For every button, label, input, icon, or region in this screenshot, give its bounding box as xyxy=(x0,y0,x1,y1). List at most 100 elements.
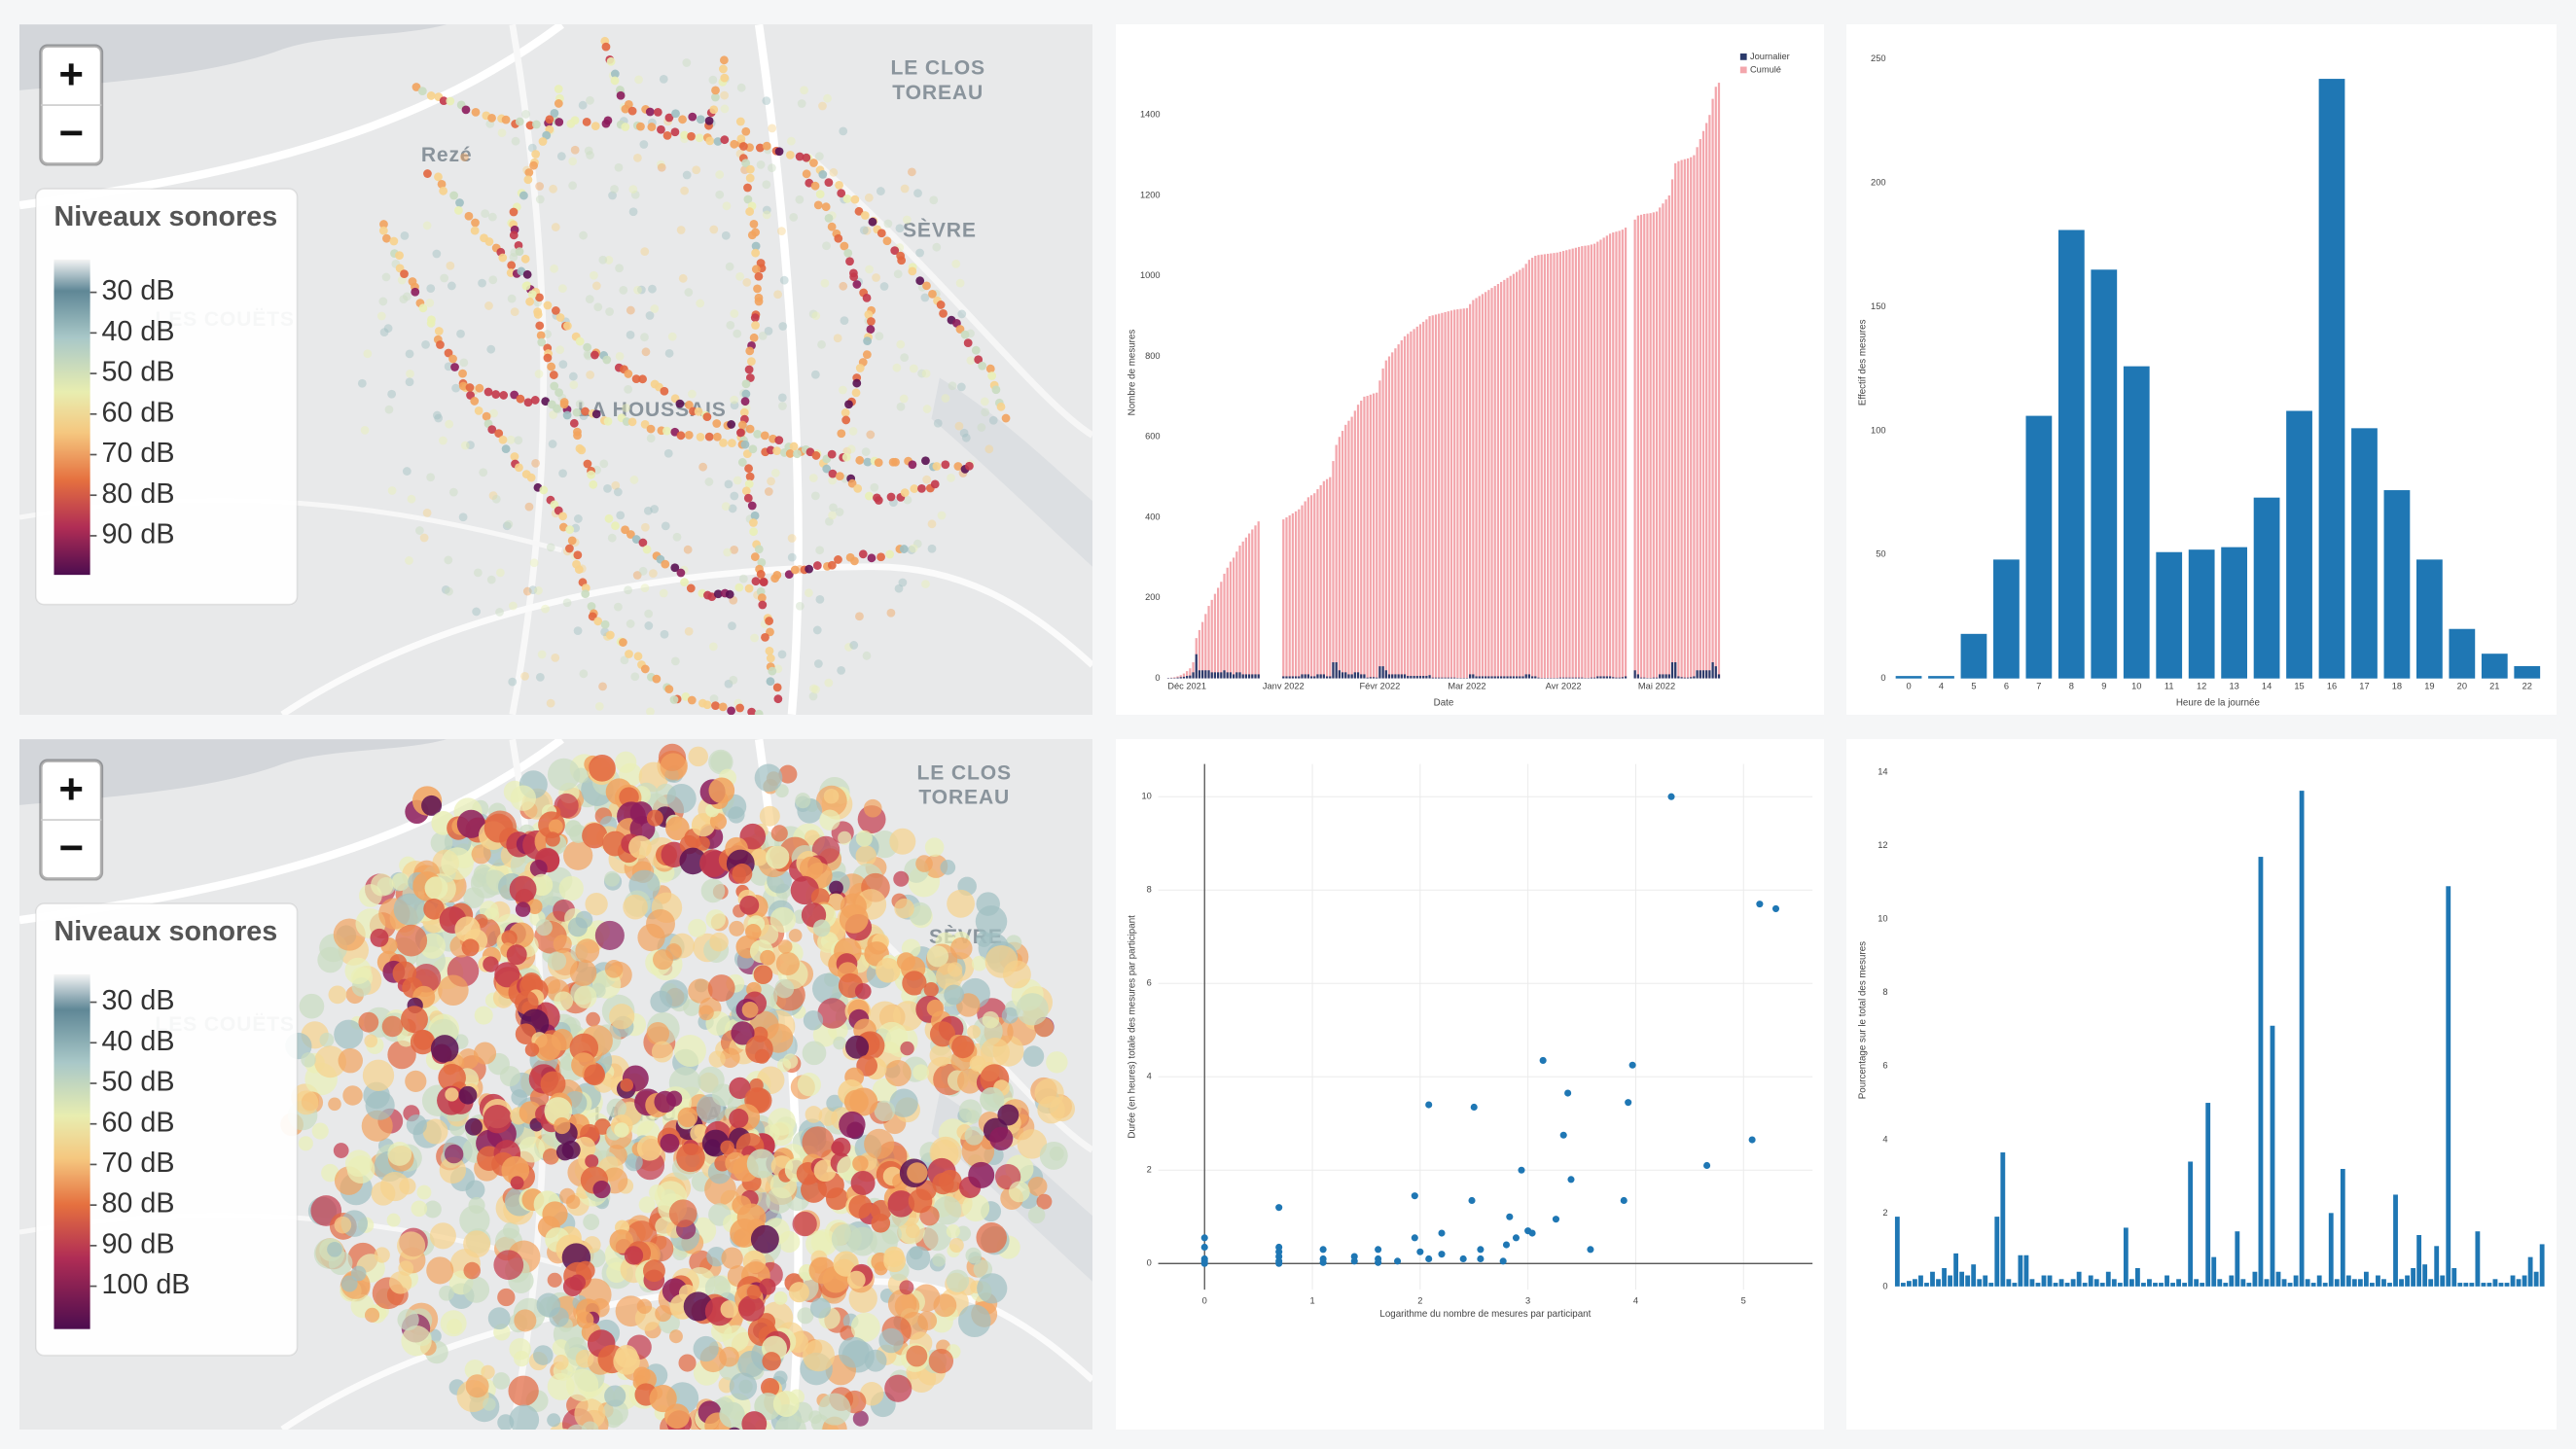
map-cell xyxy=(747,707,757,715)
point xyxy=(1350,1257,1358,1265)
map-cell xyxy=(932,462,942,471)
map-cell xyxy=(803,1010,824,1031)
point xyxy=(1512,1234,1521,1242)
map-cell xyxy=(863,457,873,467)
map-cell xyxy=(533,1345,554,1365)
map-cell xyxy=(839,281,848,291)
bar xyxy=(1516,676,1519,679)
map-cell xyxy=(978,361,987,371)
bar xyxy=(1319,484,1322,679)
bar xyxy=(1235,672,1238,679)
map-cell xyxy=(463,1276,490,1303)
map-cell xyxy=(429,1222,456,1250)
map-cell xyxy=(756,159,766,169)
map-cell xyxy=(833,334,842,343)
x-tick-label: Janv 2022 xyxy=(1263,681,1305,690)
map-cell xyxy=(584,351,593,361)
bar xyxy=(1192,661,1195,679)
map-cell xyxy=(440,1310,467,1337)
map-cell xyxy=(724,679,733,689)
map-cell xyxy=(867,317,876,326)
y-tick-label: 10 xyxy=(1878,914,1887,924)
map-cell xyxy=(711,86,720,95)
map-cell xyxy=(423,169,432,178)
map-cell xyxy=(917,369,927,378)
bar xyxy=(2258,857,2264,1287)
noise-map[interactable]: LE CLOSTOREAUSÈVRELES COUËTSLA HOUSSAIS+… xyxy=(19,739,1092,1430)
map-cell xyxy=(850,556,859,566)
bar xyxy=(1294,676,1298,679)
zoom-in-button[interactable]: + xyxy=(58,51,84,98)
map-cell xyxy=(725,589,734,599)
map-cell xyxy=(403,292,411,301)
bar xyxy=(1394,674,1397,679)
place-label: TOREAU xyxy=(918,787,1010,809)
map-cell xyxy=(479,468,488,477)
point xyxy=(1411,1192,1418,1200)
map-cell xyxy=(364,1307,380,1323)
zoom-out-button[interactable]: − xyxy=(58,825,84,872)
map-cell xyxy=(646,809,663,827)
map-cell xyxy=(426,284,436,294)
map-cell xyxy=(684,626,694,636)
map-cell xyxy=(704,477,714,486)
map-cell xyxy=(696,433,705,442)
bar xyxy=(1288,514,1291,679)
bar xyxy=(1701,130,1705,679)
bar xyxy=(1428,675,1431,679)
map-cell xyxy=(827,222,837,231)
point xyxy=(1319,1258,1327,1266)
x-tick-label: 2 xyxy=(1417,1295,1422,1305)
map-cell xyxy=(515,463,523,473)
zoom-in-button[interactable]: + xyxy=(58,765,84,813)
map-cell xyxy=(342,1085,363,1106)
map-cell xyxy=(877,229,886,238)
map-cell xyxy=(523,175,533,185)
map-cell xyxy=(589,479,598,489)
map-cell xyxy=(583,1214,600,1231)
map-cell xyxy=(744,583,754,593)
x-tick-label: 4 xyxy=(1633,1295,1638,1305)
y-tick-label: 1400 xyxy=(1140,110,1161,120)
map-cell xyxy=(749,518,758,527)
point xyxy=(1375,1246,1382,1254)
bar xyxy=(2514,665,2541,679)
map-cell xyxy=(855,830,873,847)
map-cell xyxy=(710,92,720,102)
map-cell xyxy=(471,218,480,228)
map-cell xyxy=(764,326,773,336)
map-cell xyxy=(664,1403,690,1430)
map-cell xyxy=(882,236,892,246)
map-cell xyxy=(501,930,518,946)
map-cell xyxy=(883,219,893,229)
map-cell xyxy=(626,530,635,539)
map-cell xyxy=(792,1211,817,1237)
y-tick-label: 150 xyxy=(1871,301,1886,311)
bar xyxy=(1509,275,1512,679)
map-cell xyxy=(444,555,453,565)
map-cell xyxy=(334,1019,364,1049)
bar xyxy=(1369,394,1372,679)
map-cell xyxy=(683,545,693,554)
map-cell xyxy=(338,1047,364,1074)
map-cell xyxy=(536,331,546,340)
map-cell xyxy=(760,431,769,441)
map-cell xyxy=(974,355,984,365)
noise-map[interactable]: LE CLOSTOREAUSÈVRELES COUËTSLA HOUSSAISR… xyxy=(19,24,1092,715)
map-cell xyxy=(708,642,718,652)
bar xyxy=(1659,207,1662,679)
bar xyxy=(1602,676,1605,679)
map-cell xyxy=(809,684,818,693)
map-cell xyxy=(1036,1193,1053,1210)
x-tick-label: 13 xyxy=(2229,682,2238,691)
map-cell xyxy=(770,469,780,477)
map-cell xyxy=(640,419,650,429)
bar xyxy=(2351,428,2378,679)
bar xyxy=(2006,1279,2012,1287)
map-cell xyxy=(928,289,937,299)
map-cell xyxy=(501,115,511,124)
bar xyxy=(1298,676,1301,679)
map-cell xyxy=(491,390,501,399)
zoom-out-button[interactable]: − xyxy=(58,110,84,158)
bar xyxy=(1316,489,1319,679)
